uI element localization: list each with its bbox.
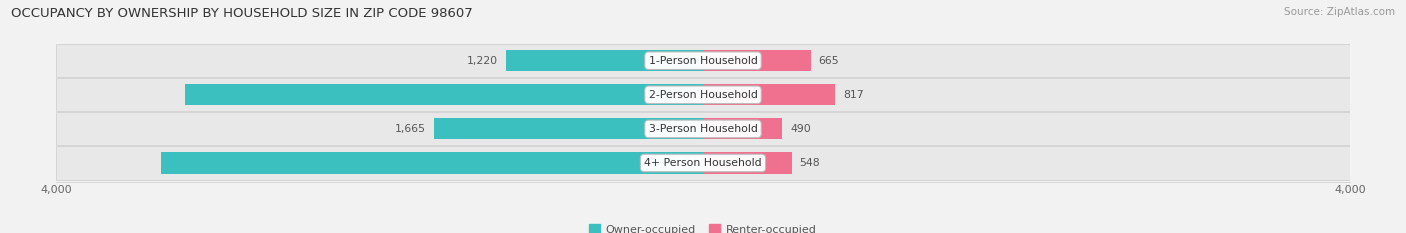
Text: 4+ Person Household: 4+ Person Household <box>644 158 762 168</box>
Text: 3,202: 3,202 <box>678 90 711 100</box>
Text: 3,351: 3,351 <box>676 158 710 168</box>
Bar <box>56 44 1350 77</box>
Bar <box>703 152 792 174</box>
Text: 817: 817 <box>842 90 863 100</box>
Bar <box>703 84 835 105</box>
Text: Source: ZipAtlas.com: Source: ZipAtlas.com <box>1284 7 1395 17</box>
Bar <box>56 78 1350 111</box>
Text: 665: 665 <box>818 56 839 66</box>
Bar <box>56 112 1350 145</box>
Bar <box>56 147 1350 179</box>
Bar <box>186 84 703 105</box>
Text: 2-Person Household: 2-Person Household <box>648 90 758 100</box>
Text: 1,665: 1,665 <box>395 124 426 134</box>
Text: 548: 548 <box>800 158 820 168</box>
Legend: Owner-occupied, Renter-occupied: Owner-occupied, Renter-occupied <box>585 220 821 233</box>
Bar <box>703 118 782 140</box>
Bar <box>162 152 703 174</box>
Text: 490: 490 <box>790 124 811 134</box>
Bar <box>506 50 703 71</box>
Text: 1-Person Household: 1-Person Household <box>648 56 758 66</box>
Bar <box>703 50 810 71</box>
Text: OCCUPANCY BY OWNERSHIP BY HOUSEHOLD SIZE IN ZIP CODE 98607: OCCUPANCY BY OWNERSHIP BY HOUSEHOLD SIZE… <box>11 7 472 20</box>
Text: 3-Person Household: 3-Person Household <box>648 124 758 134</box>
Bar <box>434 118 703 140</box>
Text: 1,220: 1,220 <box>467 56 498 66</box>
